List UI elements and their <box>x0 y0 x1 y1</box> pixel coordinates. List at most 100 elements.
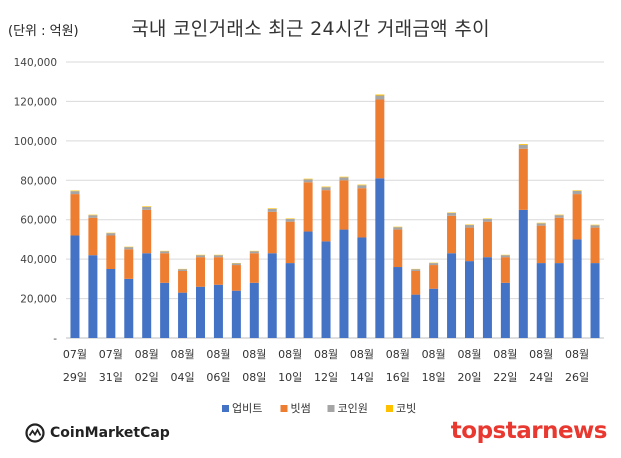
bar-segment <box>321 190 331 242</box>
y-tick-label: 140,000 <box>14 57 57 69</box>
chart-title: 국내 코인거래소 최근 24시간 거래금액 추이 <box>131 18 490 40</box>
bar-segment <box>411 269 421 271</box>
bar-segment <box>124 278 134 338</box>
bar-segment <box>213 257 223 285</box>
bar-segment <box>572 190 582 195</box>
bar-segment <box>554 263 564 338</box>
bar-segment <box>447 215 457 254</box>
bar-segment <box>303 231 313 338</box>
bar-segment <box>554 215 564 218</box>
legend-label: 빗썸 <box>291 402 311 415</box>
bar-segment <box>285 218 295 222</box>
bar-segment <box>447 213 457 216</box>
bar-segment <box>142 206 152 207</box>
x-tick-label-month: 08월 <box>242 348 266 361</box>
bar-segment <box>429 263 439 266</box>
bar-segment <box>196 257 205 287</box>
y-tick-label: 40,000 <box>20 254 57 266</box>
bar-segment <box>590 263 600 338</box>
x-tick-label-month: 08월 <box>206 348 230 361</box>
legend-label: 업비트 <box>232 402 262 415</box>
bar-segment <box>536 225 546 264</box>
bar-segment <box>357 237 367 338</box>
bar-segment <box>196 255 205 258</box>
bar-segment <box>572 239 582 338</box>
bar-segment <box>88 215 98 218</box>
bar-segment <box>70 235 80 338</box>
x-tick-label-month: 08월 <box>278 348 302 361</box>
bar-segment <box>429 288 439 338</box>
bar-segment <box>572 194 582 240</box>
bar-segment <box>178 269 188 271</box>
bar-segment <box>375 99 385 179</box>
stacked-bar-chart: - 20,000 40,000 60,000 80,000 100,000 120,000 1… <box>14 57 604 415</box>
bar-segment <box>590 227 600 264</box>
bar-segment <box>249 253 259 283</box>
bar-segment <box>142 253 152 338</box>
x-tick-label-day: 04일 <box>171 370 195 384</box>
bar-segment <box>339 180 349 230</box>
bar-segment <box>231 290 241 338</box>
bar-segment <box>303 182 313 232</box>
x-tick-label-day: 24일 <box>529 370 553 384</box>
bar-segment <box>339 176 349 178</box>
bar-segment <box>142 206 152 210</box>
bar-segment <box>393 227 403 230</box>
x-axis-ticks: 07월 29일 07월 31일 08월 02일 08월 04일 08월 06일 08월 08일 08월 1… <box>63 348 589 384</box>
bar-segment <box>482 221 492 258</box>
unit-label: (단위 : 억원) <box>8 24 79 39</box>
bar-segment <box>447 253 457 338</box>
x-tick-label-day: 26일 <box>565 370 589 384</box>
bar-segment <box>267 253 277 338</box>
legend-swatch <box>222 405 229 412</box>
x-tick-label-day: 18일 <box>422 370 446 384</box>
bar-segment <box>88 217 98 256</box>
bar-segment <box>375 178 385 338</box>
bar-segment <box>411 294 421 338</box>
x-tick-label-day: 31일 <box>99 370 123 384</box>
bar-segment <box>160 282 170 338</box>
legend-swatch <box>280 405 288 412</box>
x-tick-label-month: 08월 <box>135 348 159 361</box>
bars <box>70 94 600 338</box>
x-tick-label-day: 16일 <box>386 370 410 384</box>
bar-segment <box>160 253 170 283</box>
x-tick-label-month: 08월 <box>171 348 195 361</box>
bar-segment <box>339 177 349 181</box>
x-tick-label-day: 29일 <box>63 370 87 384</box>
bar-segment <box>429 265 439 289</box>
bar-segment <box>142 209 152 254</box>
bar-segment <box>375 94 385 96</box>
x-tick-label-month: 08월 <box>565 348 589 361</box>
x-tick-label-day: 14일 <box>350 370 374 384</box>
bar-segment <box>285 221 295 264</box>
bar-segment <box>70 190 80 192</box>
legend-swatch <box>327 405 335 412</box>
bar-segment <box>465 225 474 228</box>
x-tick-label-month: 08월 <box>386 348 410 361</box>
bar-segment <box>465 227 474 262</box>
y-tick-label: 60,000 <box>20 215 57 227</box>
bar-segment <box>465 261 474 338</box>
y-axis-ticks: - 20,000 40,000 60,000 80,000 100,000 120,000 1… <box>14 57 58 345</box>
legend-label: 코빗 <box>396 402 416 415</box>
coinmarketcap-logo: CoinMarketCap <box>25 423 170 443</box>
gridlines <box>66 61 604 339</box>
bar-segment <box>285 263 295 338</box>
y-tick-label: 20,000 <box>20 294 57 306</box>
x-tick-label-month: 08월 <box>422 348 446 361</box>
bar-segment <box>321 241 331 338</box>
bar-segment <box>124 249 134 279</box>
bar-segment <box>321 187 331 191</box>
bar-segment <box>518 144 528 145</box>
x-tick-label-day: 02일 <box>135 370 159 384</box>
bar-segment <box>375 95 385 100</box>
bar-segment <box>106 233 116 236</box>
bar-segment <box>249 251 259 254</box>
bar-segment <box>124 247 134 250</box>
x-tick-label-month: 08월 <box>314 348 338 361</box>
bar-segment <box>88 255 98 338</box>
bar-segment <box>339 229 349 338</box>
x-tick-label-month: 07월 <box>99 348 123 361</box>
bar-segment <box>70 194 80 236</box>
